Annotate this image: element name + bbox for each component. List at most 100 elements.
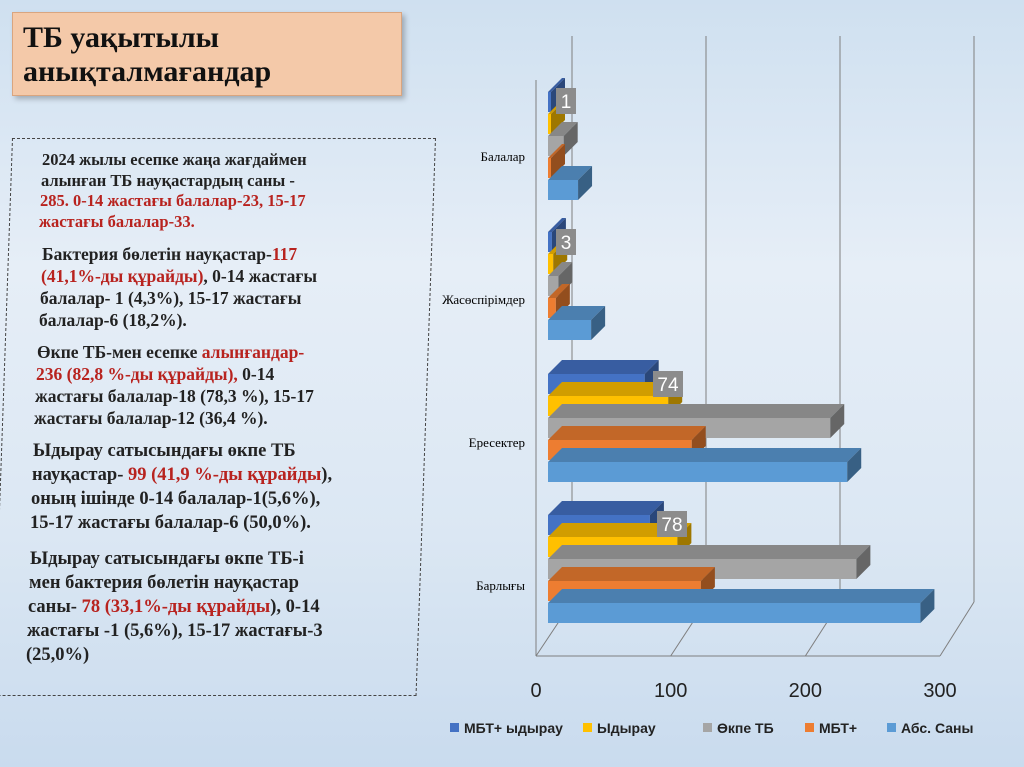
- legend-item: МБТ+: [805, 720, 857, 736]
- note-text-plain: Ыдырау сатысындағы өкпе ТБ-і: [30, 549, 304, 569]
- bar-side-face: [578, 166, 593, 200]
- note-line: Ыдырау сатысындағы өкпе ТБ: [33, 440, 296, 462]
- bar-top-face: [548, 144, 565, 158]
- note-text-plain: ), 0-14: [270, 597, 320, 617]
- bar-top-face: [548, 122, 578, 136]
- data-label-box: [657, 511, 687, 537]
- note-line: (25,0%): [26, 644, 89, 666]
- note-text-plain: алынған ТБ науқастардың саны -: [41, 170, 295, 190]
- bar-side-face: [551, 144, 565, 178]
- bar-МБТ+: [548, 298, 556, 318]
- bar-top-face: [548, 567, 715, 581]
- note-text-plain: , 0-14 жастағы: [203, 266, 318, 286]
- title-line-1: ТБ уақытылы: [23, 21, 220, 54]
- bar-Ыдырау: [548, 114, 551, 134]
- note-line: алынған ТБ науқастардың саны -: [41, 171, 295, 191]
- bar-top-face: [548, 501, 664, 515]
- bar-side-face: [591, 306, 606, 340]
- note-line: науқастар- 99 (41,9 %-ды құрайды),: [32, 464, 332, 486]
- note-text-plain: Өкпе ТБ-мен есепке: [37, 342, 202, 362]
- bar-side-face: [830, 404, 845, 438]
- bar-side-face: [856, 545, 871, 579]
- data-label: 74: [657, 375, 679, 396]
- x-tick-label: 300: [923, 680, 956, 702]
- legend-item: МБТ+ ыдырау: [450, 720, 563, 736]
- legend-swatch: [805, 723, 814, 732]
- note-text-plain: 2024 жылы есепке жаңа жағдаймен: [42, 150, 307, 169]
- bar-Абс. Саны: [548, 320, 592, 340]
- note-line: саны- 78 (33,1%-ды құрайды), 0-14: [28, 596, 320, 618]
- note-text-plain: жастағы балалар-18 (78,3 %), 15-17: [35, 386, 314, 406]
- note-line: балалар-6 (18,2%).: [39, 310, 187, 331]
- bar-Ыдырау: [548, 254, 554, 274]
- note-text-plain: оның ішінде 0-14 балалар-1(5,6%),: [31, 489, 321, 509]
- note-text-plain: 0-14: [237, 364, 275, 384]
- bar-МБТ+ ыдырау: [548, 92, 551, 112]
- note-text-highlight: 285. 0-14 жастағы балалар-23, 15-17: [40, 191, 306, 210]
- note-text-highlight: 78 (33,1%-ды құрайды: [81, 597, 271, 617]
- note-line: 236 (82,8 %-ды құрайды), 0-14: [36, 364, 274, 385]
- data-label-box: [653, 371, 683, 397]
- note-text-highlight: алынғандар-: [201, 342, 305, 362]
- bar-МБТ+: [548, 158, 551, 178]
- data-label-box: [556, 88, 576, 114]
- note-text-plain: 15-17 жастағы балалар-6 (50,0%).: [30, 513, 311, 533]
- bar-top-face: [548, 284, 570, 298]
- note-text-highlight: 117: [271, 244, 298, 264]
- category-label: Балалар: [481, 149, 525, 164]
- x-tick-label: 0: [530, 680, 541, 702]
- note-line: жастағы балалар-12 (36,4 %).: [34, 408, 268, 429]
- bar-top-face: [548, 545, 871, 559]
- gridline-floor: [939, 601, 975, 657]
- bar-Абс. Саны: [548, 462, 848, 482]
- note-text-plain: науқастар-: [32, 465, 128, 485]
- bar-top-face: [548, 218, 566, 232]
- legend-swatch: [450, 723, 459, 732]
- note-text-plain: Ыдырау сатысындағы өкпе ТБ: [33, 441, 296, 461]
- note-text-plain: (25,0%): [26, 645, 90, 665]
- note-text-plain: мен бактерия бөлетін науқастар: [29, 573, 299, 593]
- data-label: 78: [661, 515, 682, 536]
- legend-swatch: [703, 723, 712, 732]
- legend-item: Өкпе ТБ: [703, 720, 774, 736]
- legend-swatch: [583, 723, 592, 732]
- bar-top-face: [548, 426, 706, 440]
- bar-МБТ+ ыдырау: [548, 232, 552, 252]
- note-text-highlight: 236 (82,8 %-ды құрайды),: [36, 364, 238, 384]
- note-text-highlight: (41,1%-ды құрайды): [41, 266, 204, 286]
- bar-top-face: [548, 523, 692, 537]
- legend-swatch: [887, 723, 896, 732]
- note-text-plain: саны-: [28, 597, 82, 617]
- note-line: балалар- 1 (4,3%), 15-17 жастағы: [40, 288, 301, 309]
- legend-label: МБТ+ ыдырау: [464, 720, 563, 736]
- bar-top-face: [548, 360, 659, 374]
- category-label: Барлығы: [476, 578, 525, 593]
- legend-label: МБТ+: [819, 720, 858, 736]
- note-text-plain: балалар-6 (18,2%).: [39, 310, 187, 330]
- x-tick-label: 200: [789, 680, 822, 702]
- legend-item: Абс. Саны: [887, 720, 973, 736]
- category-label: Ересектер: [469, 435, 525, 450]
- note-line: 15-17 жастағы балалар-6 (50,0%).: [30, 512, 311, 534]
- legend-label: Ыдырау: [597, 720, 656, 736]
- bar-top-face: [548, 262, 573, 276]
- bar-top-face: [548, 589, 935, 603]
- note-text-plain: жастағы балалар-12 (36,4 %).: [34, 408, 268, 428]
- category-label: Жасөспірімдер: [442, 292, 525, 307]
- x-tick-label: 100: [654, 680, 687, 702]
- note-line: жастағы балалар-33.: [39, 212, 195, 232]
- bar-top-face: [548, 306, 606, 320]
- note-text-plain: жастағы -1 (5,6%), 15-17 жастағы-3: [27, 621, 323, 641]
- bar-top-face: [548, 78, 565, 92]
- data-label: 1: [561, 92, 572, 113]
- note-text-highlight: жастағы балалар-33.: [39, 211, 195, 231]
- bar-top-face: [548, 166, 593, 180]
- note-line: жастағы балалар-18 (78,3 %), 15-17: [35, 386, 314, 407]
- note-line: Өкпе ТБ-мен есепке алынғандар-: [37, 342, 304, 363]
- note-line: (41,1%-ды құрайды), 0-14 жастағы: [41, 266, 317, 287]
- bar-side-face: [920, 589, 935, 623]
- bar-side-face: [563, 122, 578, 156]
- note-line: жастағы -1 (5,6%), 15-17 жастағы-3: [27, 620, 323, 642]
- note-line: 2024 жылы есепке жаңа жағдаймен: [42, 150, 307, 170]
